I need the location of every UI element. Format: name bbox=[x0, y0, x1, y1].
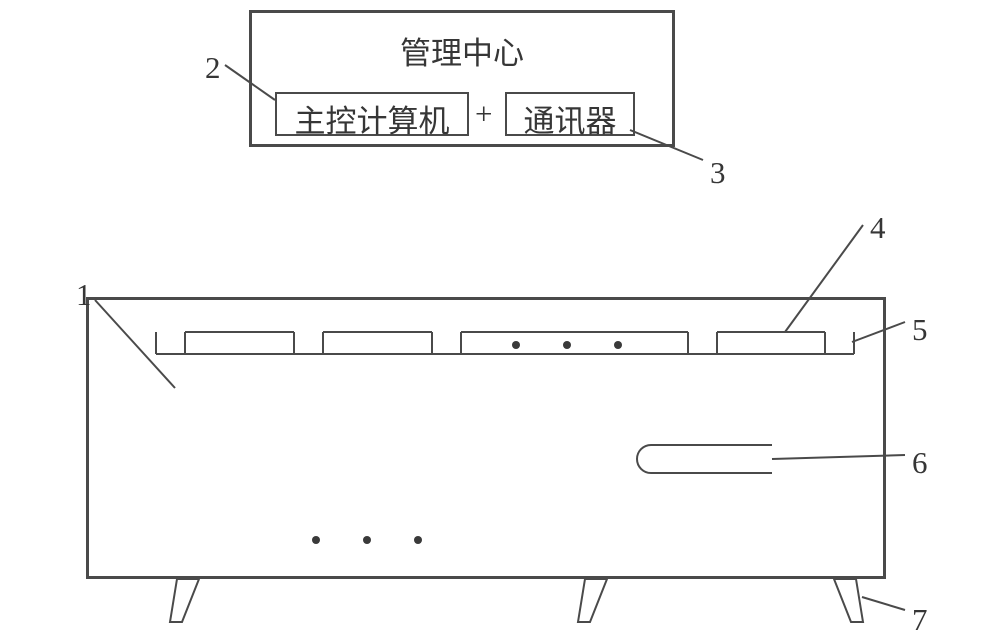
plus-symbol: + bbox=[475, 96, 492, 132]
pointer-label-3: 3 bbox=[710, 155, 726, 191]
pointer-label-7: 7 bbox=[912, 602, 928, 638]
diagram-canvas: 管理中心 主控计算机 + 通讯器 1 2 3 4 5 6 7 bbox=[0, 0, 1000, 638]
pointer-label-5: 5 bbox=[912, 312, 928, 348]
pointer-label-1: 1 bbox=[76, 277, 92, 313]
device-body-box bbox=[86, 297, 886, 579]
communicator-label: 通讯器 bbox=[505, 96, 635, 141]
pointer-label-2: 2 bbox=[205, 50, 221, 86]
management-center-title: 管理中心 bbox=[249, 28, 675, 73]
pointer-label-4: 4 bbox=[870, 210, 886, 246]
main-computer-label: 主控计算机 bbox=[275, 96, 469, 141]
pointer-label-6: 6 bbox=[912, 445, 928, 481]
